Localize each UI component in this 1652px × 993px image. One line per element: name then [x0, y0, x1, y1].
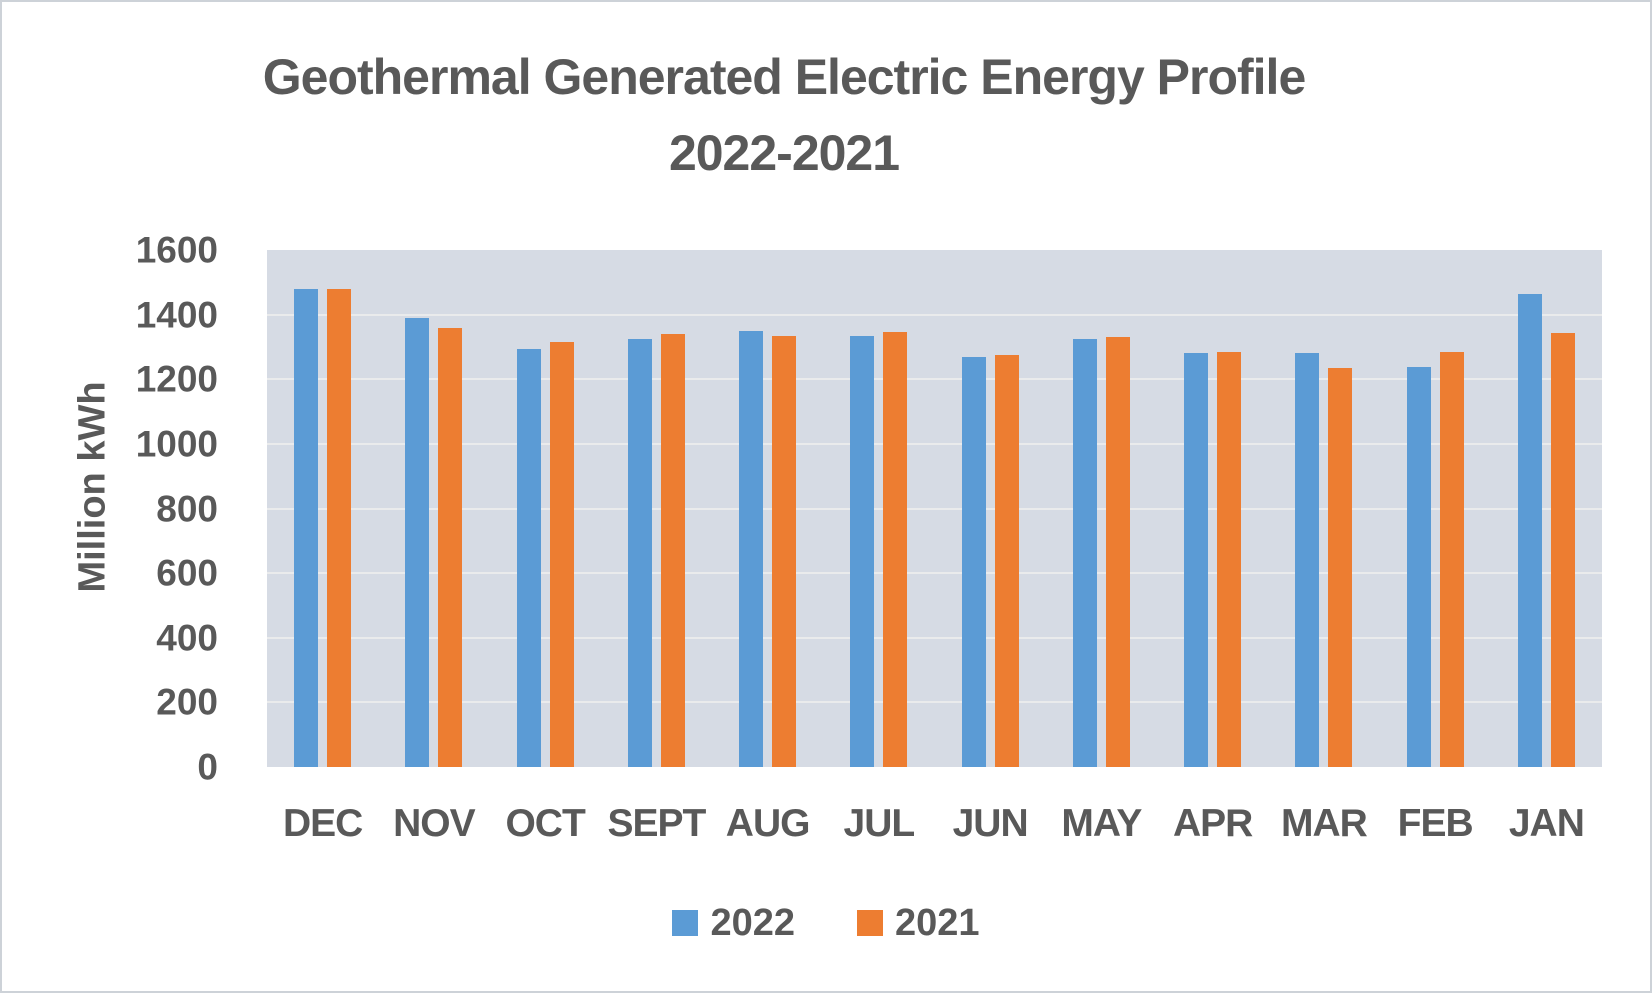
x-tick-label-jan: JAN [1508, 802, 1585, 845]
legend-label-2021: 2021 [895, 902, 980, 944]
gridline [267, 636, 1602, 639]
x-tick-label-oct: OCT [505, 802, 585, 845]
bar-2022-jun [961, 356, 986, 767]
y-tick-label: 1400 [135, 294, 218, 336]
legend-swatch-2022 [672, 910, 699, 936]
bar-group-oct [490, 250, 601, 767]
bar-group-mar [1268, 250, 1379, 767]
bar-group-may [1046, 250, 1157, 767]
bar-2022-sept [627, 338, 652, 767]
gridline [267, 313, 1602, 316]
gridline [267, 378, 1602, 381]
bar-group-apr [1157, 250, 1268, 767]
x-tick-label-may: MAY [1061, 802, 1142, 845]
x-tick-label-feb: FEB [1397, 802, 1474, 845]
y-tick-label: 0 [197, 746, 218, 788]
bar-2021-jul [883, 331, 908, 767]
bar-2022-nov [405, 317, 430, 767]
chart-title-line1: Geothermal Generated Electric Energy Pro… [262, 49, 1307, 105]
bar-2021-jan [1550, 333, 1575, 767]
x-tick-label-jul: JUL [843, 802, 916, 845]
bar-2021-apr [1217, 351, 1242, 767]
bar-group-jan [1491, 250, 1602, 767]
bar-2022-apr [1184, 353, 1209, 767]
bar-group-jul [823, 250, 934, 767]
x-tick-label-aug: AUG [725, 802, 811, 845]
bar-group-jun [935, 250, 1046, 767]
gridline [267, 572, 1602, 575]
bar-groups [267, 250, 1602, 767]
legend-label-2022: 2022 [710, 902, 795, 944]
bar-2021-aug [772, 335, 797, 767]
bar-group-feb [1380, 250, 1491, 767]
bar-group-nov [378, 250, 489, 767]
y-tick-label: 800 [156, 488, 218, 529]
y-tick-label: 1600 [135, 229, 218, 271]
y-tick-label: 600 [156, 552, 218, 594]
bar-2022-mar [1295, 353, 1320, 767]
bar-2021-may [1105, 336, 1130, 767]
bar-2022-aug [739, 330, 764, 767]
bar-2021-oct [549, 342, 574, 767]
bar-2021-sept [660, 334, 685, 767]
x-tick-label-jun: JUN [952, 802, 1029, 845]
y-tick-label: 200 [156, 681, 218, 723]
x-tick-label-dec: DEC [282, 802, 363, 845]
bar-group-dec [267, 250, 378, 767]
bar-2022-feb [1406, 367, 1431, 767]
x-axis-labels: DEC NOV OCT SEPT AUG JUL JUN MAY APR MAR FEB JAN [267, 802, 1602, 846]
legend-item-2022: 2022 [672, 898, 795, 948]
legend-item-2021: 2021 [857, 898, 980, 948]
bar-group-sept [601, 250, 712, 767]
bar-2021-mar [1328, 367, 1353, 767]
gridline [267, 507, 1602, 510]
bar-2022-jan [1517, 293, 1542, 767]
gridline [267, 701, 1602, 704]
bar-2022-dec [294, 288, 319, 767]
bar-2021-feb [1439, 352, 1464, 767]
bar-2021-nov [438, 327, 463, 767]
x-tick-label-apr: APR [1172, 802, 1253, 845]
chart-title-line2: 2022-2021 [668, 125, 900, 181]
bar-group-aug [712, 250, 823, 767]
bar-2022-may [1072, 338, 1097, 767]
y-tick-label: 1200 [135, 358, 218, 400]
chart-title: Geothermal Generated Electric Energy Pro… [2, 52, 1650, 178]
bar-2022-oct [516, 348, 541, 767]
plot-area [267, 250, 1602, 767]
x-tick-label-mar: MAR [1280, 802, 1368, 845]
legend-swatch-2021 [857, 910, 883, 936]
y-tick-label: 1000 [135, 423, 218, 465]
bar-2022-jul [850, 335, 875, 767]
x-tick-label-nov: NOV [393, 802, 476, 845]
x-tick-label-sept: SEPT [607, 802, 706, 845]
legend: 2022 2021 [2, 898, 1650, 948]
y-tick-label: 400 [156, 617, 218, 659]
gridline [267, 442, 1602, 445]
bar-2021-jun [994, 355, 1019, 767]
bar-2021-dec [327, 288, 352, 767]
